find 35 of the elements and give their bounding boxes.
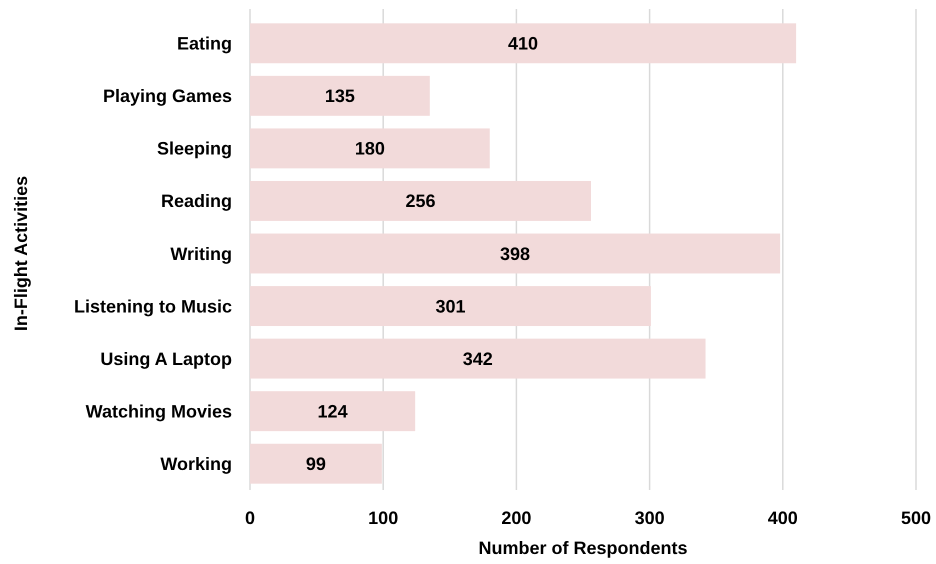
bar <box>250 128 490 168</box>
x-tick-label: 300 <box>634 508 665 528</box>
bar <box>250 23 796 64</box>
data-label: 180 <box>354 138 385 159</box>
x-tick-label: 500 <box>900 508 932 528</box>
data-label: 301 <box>435 296 466 316</box>
data-label: 99 <box>306 454 326 474</box>
data-label: 342 <box>462 348 493 369</box>
bar <box>250 391 416 432</box>
y-tick-label: Writing <box>170 244 232 264</box>
data-label: 135 <box>324 86 355 106</box>
bar <box>250 338 706 379</box>
bar <box>250 234 780 274</box>
x-tick-label: 100 <box>368 508 398 528</box>
x-axis-title: Number of Respondents <box>478 538 688 558</box>
y-tick-label: Reading <box>160 191 232 212</box>
y-tick-label: Playing Games <box>102 86 232 106</box>
y-axis-title: In-Flight Activities <box>11 176 31 332</box>
x-tick-label: 200 <box>501 508 532 528</box>
y-tick-label: Watching Movies <box>86 401 232 422</box>
data-label: 124 <box>318 401 348 422</box>
x-tick-label: 0 <box>244 508 256 528</box>
y-tick-label: Listening to Music <box>74 296 232 316</box>
data-label: 398 <box>500 244 530 264</box>
y-tick-label: Using A Laptop <box>100 348 232 369</box>
x-tick-label: 400 <box>768 508 798 528</box>
data-label: 410 <box>508 34 538 54</box>
y-tick-label: Eating <box>176 34 232 54</box>
y-tick-label: Working <box>160 454 232 474</box>
data-label: 256 <box>405 191 436 212</box>
y-tick-label: Sleeping <box>156 138 232 159</box>
bar <box>250 444 382 484</box>
bar <box>250 76 430 116</box>
bar <box>250 286 651 326</box>
bar <box>250 180 591 221</box>
